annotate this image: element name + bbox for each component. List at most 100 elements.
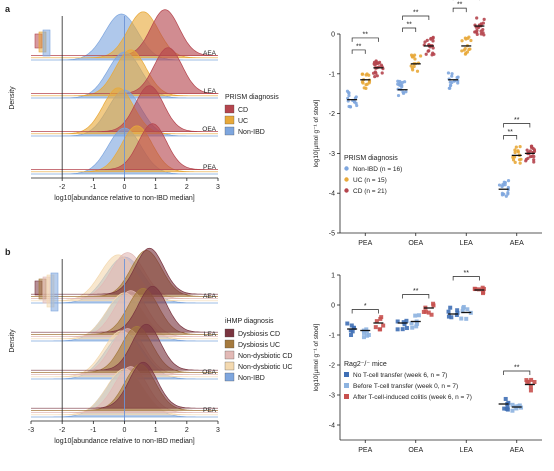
data-point [431,39,435,43]
data-point [396,93,401,98]
significance-bracket [503,370,531,375]
y-tick-label: -2 [329,363,335,370]
data-point [413,313,418,318]
legend-marker-0 [344,166,349,171]
legend-title: Rag2⁻/⁻ mice [344,361,387,368]
data-point [401,320,406,325]
x-tick-label-OEA: OEA [408,240,423,247]
data-point [450,80,454,85]
y-axis-title: Density [9,329,16,353]
data-point [505,407,510,412]
data-point [517,403,522,408]
legend-entry-0: CD [238,107,248,114]
data-point [514,145,518,149]
y-tick-label: -1 [329,71,335,78]
below-detection-bar-4 [50,272,59,312]
significance-label: * [364,303,367,310]
data-point [474,30,478,34]
data-point [424,52,428,56]
significance-label: ** [457,2,463,9]
data-point [469,38,473,43]
data-point [364,327,369,332]
x-tick-label-LEA: LEA [460,240,474,247]
data-point [525,148,529,152]
data-point [365,72,369,76]
dot-panel-c: -5 -4 -3 -2 -1 0 log10[µmol g⁻¹ of stool] PEA **… [313,0,542,247]
data-point [518,144,522,149]
data-point [455,308,460,313]
data-point [347,91,351,95]
data-point [447,86,451,90]
legend-swatch-0 [224,328,235,338]
data-point [402,322,407,327]
data-point [416,313,421,318]
significance-label: ** [464,270,470,277]
data-point [377,327,382,332]
data-point [464,316,469,321]
ridge-panel-a: a AEA LEA OEA PEA -2 -1 0 1 2 3 log10[abundance rel… [5,4,279,202]
significance-bracket [351,49,366,54]
legend-entry-2: Non-dysbiotic CD [238,353,292,360]
legend-entry-4: Non-IBD [238,375,265,382]
data-point [463,36,467,40]
x-tick-label: -2 [59,427,65,434]
data-point [510,408,515,413]
data-point [410,325,415,330]
data-point [446,314,451,319]
data-point [454,312,459,317]
data-point [475,16,479,20]
legend-title: iHMP diagnosis [225,318,274,325]
significance-bracket [452,7,467,13]
data-point [529,377,534,382]
data-point [432,52,436,56]
x-tick-label: 0 [123,427,127,434]
data-point [361,81,365,85]
data-point [404,318,409,323]
row-label-PEA: PEA [203,164,217,171]
data-point [532,379,537,384]
x-axis-title: log10[abundance relative to non-IBD medi… [54,195,195,202]
data-point [400,327,405,332]
legend-entry-0: Dysbiosis CD [238,331,280,338]
y-tick-label: 1 [331,273,335,280]
panel-label: b [5,247,11,257]
data-point [425,38,429,42]
data-point [518,161,522,165]
ridge-panel-b: b AEA LEA OEA PEA -3 -2 -1 0 1 2 3 log10[abundance r… [5,247,292,445]
data-point [528,384,533,389]
x-tick-label: -2 [59,184,65,191]
legend-title: PRISM diagnosis [225,94,279,101]
data-point [365,333,370,338]
data-point [481,290,486,295]
data-point [450,72,454,76]
x-tick-label-PEA: PEA [358,447,372,454]
data-point [415,69,420,73]
significance-bracket [452,276,480,281]
legend-entry-2: After T-cell-induced colitis (week 6, n … [353,394,472,401]
data-point [460,49,464,53]
data-point [415,321,420,326]
data-point [463,52,468,56]
data-point [345,321,350,326]
data-point [379,315,384,320]
significance-label: ** [514,117,520,124]
data-point [532,158,536,162]
data-point [404,90,408,94]
legend-entry-3: Non-dysbiotic UC [238,364,292,371]
legend-swatch-0 [224,104,235,114]
data-point [373,75,377,79]
data-point [459,316,464,321]
x-tick-label: 2 [185,184,189,191]
x-tick-label: -1 [90,427,96,434]
data-point [419,54,423,58]
data-point [364,329,369,334]
x-tick-label: -1 [90,184,96,191]
legend-swatch-2 [224,350,235,360]
data-point [513,148,517,152]
data-point [482,17,486,22]
significance-bracket [351,309,379,314]
legend-entry-1: UC [238,118,248,125]
row-label-AEA: AEA [203,293,217,300]
data-point [503,183,507,187]
legend-entry-2: Non-IBD [238,129,265,136]
